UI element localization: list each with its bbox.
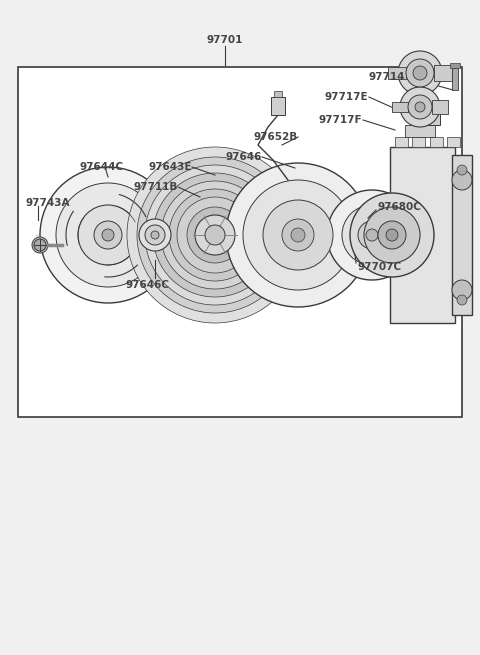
Circle shape: [413, 66, 427, 80]
Bar: [432, 100, 448, 114]
Circle shape: [366, 229, 378, 241]
Text: 97717F: 97717F: [318, 115, 362, 125]
Circle shape: [139, 219, 171, 251]
Text: 97680C: 97680C: [378, 202, 422, 212]
Bar: [274, 91, 282, 97]
Text: 97643E: 97643E: [148, 162, 192, 172]
Circle shape: [102, 229, 114, 241]
Circle shape: [187, 207, 243, 263]
Circle shape: [386, 229, 398, 241]
Bar: [390, 147, 455, 323]
Bar: [430, 137, 443, 147]
Circle shape: [406, 59, 434, 87]
Circle shape: [400, 87, 440, 127]
Text: 97711B: 97711B: [133, 182, 178, 192]
Text: 97717E: 97717E: [324, 92, 368, 102]
Circle shape: [153, 173, 277, 297]
Text: 97644C: 97644C: [80, 162, 124, 172]
Text: 97646C: 97646C: [126, 280, 170, 290]
Text: 97652B: 97652B: [254, 132, 298, 142]
Circle shape: [408, 95, 432, 119]
Circle shape: [350, 193, 434, 277]
Bar: [388, 67, 406, 79]
Circle shape: [56, 183, 160, 287]
Circle shape: [452, 280, 472, 300]
Circle shape: [169, 189, 261, 281]
Circle shape: [457, 295, 467, 305]
Circle shape: [243, 180, 353, 290]
Circle shape: [161, 181, 269, 289]
Circle shape: [378, 221, 406, 249]
Bar: [434, 65, 452, 81]
Circle shape: [358, 221, 386, 249]
Circle shape: [327, 190, 417, 280]
Circle shape: [364, 207, 420, 263]
Circle shape: [195, 215, 235, 255]
Circle shape: [415, 102, 425, 112]
Circle shape: [342, 205, 402, 265]
Circle shape: [282, 219, 314, 251]
Bar: [450, 63, 460, 68]
Circle shape: [94, 221, 122, 249]
Circle shape: [457, 165, 467, 175]
Circle shape: [421, 102, 437, 118]
Bar: [412, 137, 425, 147]
Bar: [395, 137, 408, 147]
Text: 97707C: 97707C: [358, 262, 402, 272]
Circle shape: [263, 200, 333, 270]
Bar: [271, 97, 285, 115]
Bar: [392, 102, 408, 112]
Circle shape: [32, 237, 48, 253]
Text: 97646: 97646: [226, 152, 262, 162]
Circle shape: [151, 231, 159, 239]
Bar: [418, 110, 440, 125]
Bar: [452, 155, 472, 315]
Circle shape: [145, 165, 285, 305]
Circle shape: [398, 51, 442, 95]
Circle shape: [137, 157, 293, 313]
Circle shape: [34, 239, 46, 251]
Circle shape: [127, 147, 303, 323]
Circle shape: [145, 225, 165, 245]
Circle shape: [177, 197, 253, 273]
Circle shape: [226, 163, 370, 307]
Text: 97701: 97701: [207, 35, 243, 45]
Circle shape: [40, 167, 176, 303]
Bar: [447, 137, 460, 147]
Text: 97714: 97714: [369, 72, 405, 82]
Bar: [405, 125, 435, 137]
Bar: [452, 68, 458, 90]
Circle shape: [78, 205, 138, 265]
Circle shape: [452, 170, 472, 190]
Circle shape: [291, 228, 305, 242]
Bar: [18, 67, 462, 417]
Circle shape: [205, 225, 225, 245]
Text: 97743A: 97743A: [25, 198, 70, 208]
